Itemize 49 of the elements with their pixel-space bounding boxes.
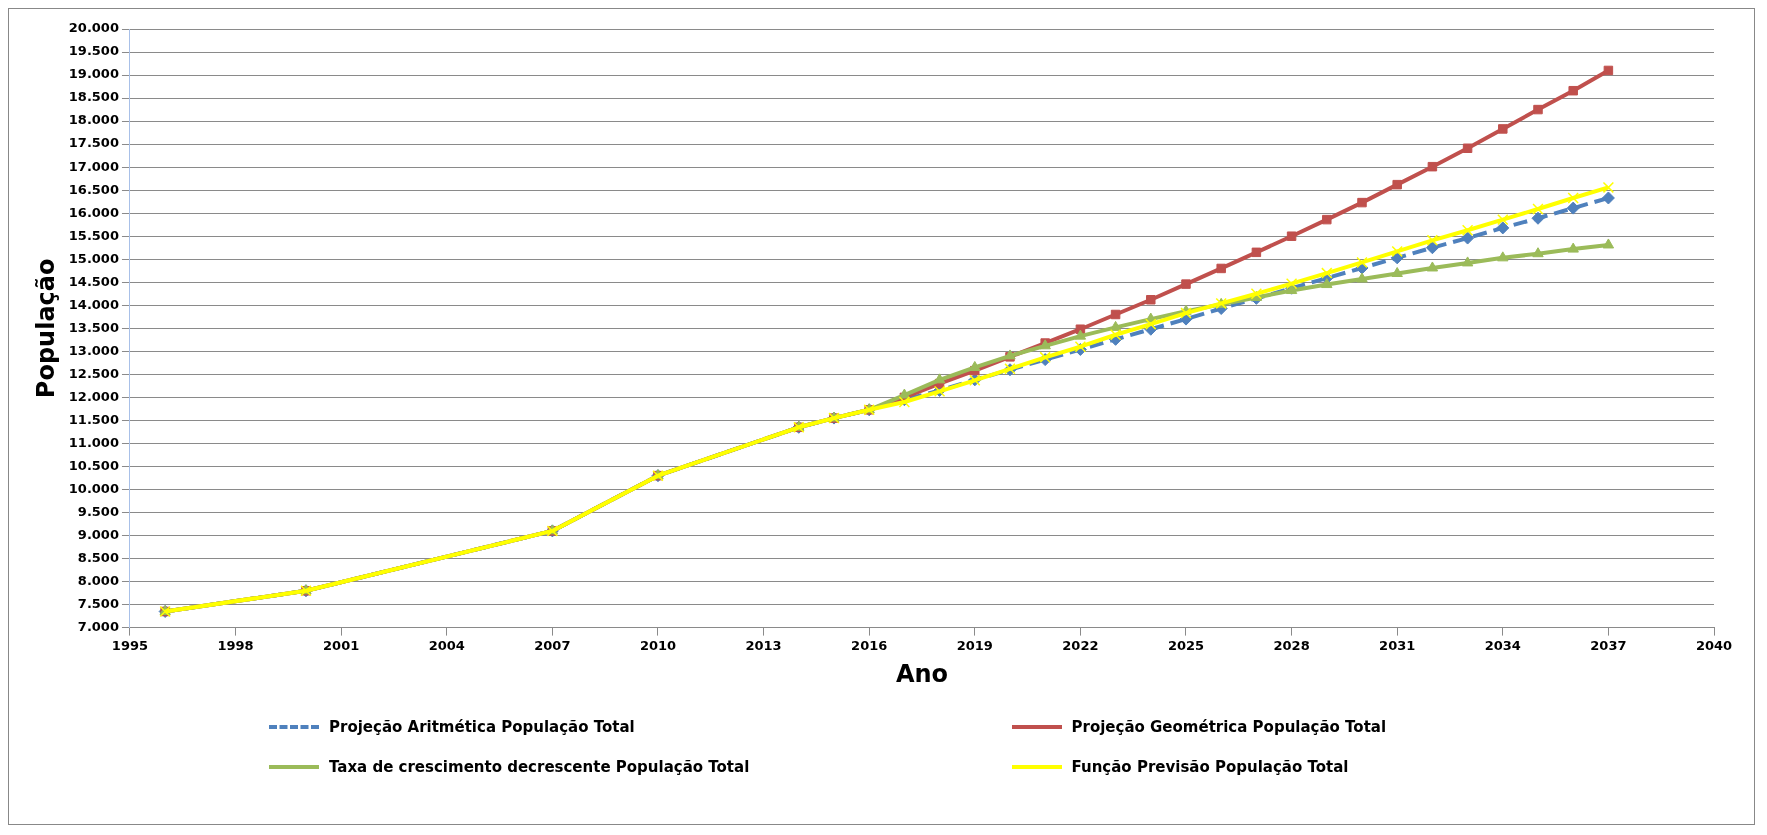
x-tick-label: 2019 (956, 637, 993, 653)
x-tick-label: 2034 (1484, 637, 1521, 653)
y-tick-label: 15.500 (68, 227, 119, 243)
y-tick-label: 18.000 (68, 112, 119, 128)
legend-label: Função Previsão População Total (1071, 758, 1349, 776)
y-tick-label: 9.500 (77, 503, 119, 519)
legend-label: Projeção Geométrica População Total (1071, 718, 1387, 736)
y-tick-label: 17.500 (68, 135, 119, 151)
y-tick-label: 16.500 (68, 181, 119, 197)
y-tick-label: 14.000 (68, 296, 119, 312)
x-tick-label: 2040 (1695, 637, 1733, 653)
y-tick-label: 8.000 (77, 572, 119, 588)
legend-label: Projeção Aritmética População Total (329, 718, 635, 736)
y-tick-label: 13.000 (68, 342, 119, 358)
y-tick-label: 7.000 (77, 618, 119, 634)
x-tick-label: 2004 (428, 637, 465, 653)
x-tick-label: 2013 (745, 637, 782, 653)
y-tick-label: 18.500 (68, 89, 119, 105)
y-tick-label: 12.000 (68, 388, 119, 404)
y-tick-label: 11.500 (68, 411, 119, 427)
x-tick-label: 1995 (111, 637, 149, 653)
x-tick-label: 1998 (217, 637, 254, 653)
y-tick-label: 20.000 (68, 20, 119, 36)
x-tick-label: 2022 (1062, 637, 1099, 653)
x-tick-label: 2028 (1273, 637, 1310, 653)
y-tick-label: 12.500 (68, 365, 119, 381)
x-tick-label: 2031 (1379, 637, 1416, 653)
x-axis-title: Ano (895, 659, 949, 688)
x-tick-label: 2007 (534, 637, 571, 653)
y-tick-label: 10.000 (68, 480, 119, 496)
x-tick-label: 2010 (639, 637, 677, 653)
x-tick-label: 2001 (323, 637, 360, 653)
y-tick-label: 17.000 (68, 158, 119, 174)
y-tick-label: 9.000 (77, 526, 119, 542)
y-tick-label: 7.500 (77, 595, 119, 611)
y-tick-label: 19.000 (68, 66, 119, 82)
y-axis-title: População (31, 258, 60, 399)
legend-label: Taxa de crescimento decrescente População Total (329, 758, 750, 776)
y-tick-label: 15.000 (68, 250, 119, 266)
y-tick-label: 10.500 (68, 457, 119, 473)
x-tick-label: 2037 (1590, 637, 1627, 653)
y-tick-label: 16.000 (68, 204, 119, 220)
y-tick-label: 8.500 (77, 549, 119, 565)
y-tick-label: 13.500 (68, 319, 119, 335)
y-tick-label: 19.500 (68, 43, 119, 59)
x-tick-label: 2025 (1167, 637, 1205, 653)
y-tick-label: 14.500 (68, 273, 119, 289)
y-tick-label: 11.000 (68, 434, 119, 450)
x-tick-label: 2016 (851, 637, 888, 653)
